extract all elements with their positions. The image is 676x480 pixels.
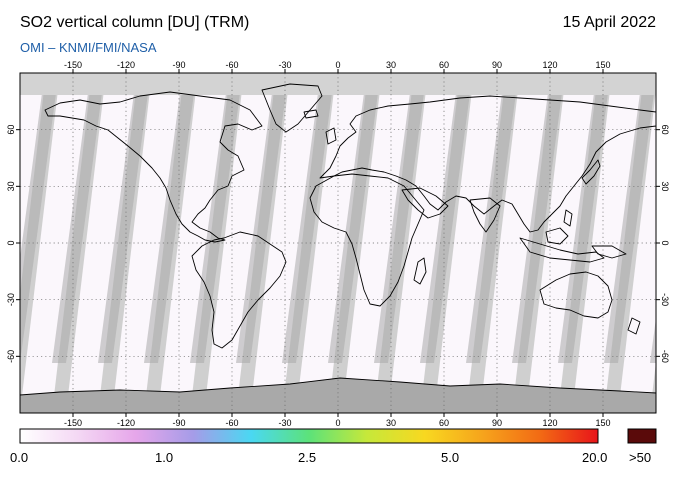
north-america-coast <box>44 91 263 243</box>
colorbar-label-1: 1.0 <box>155 450 174 465</box>
swath-band <box>112 73 184 413</box>
swath-band <box>158 73 230 413</box>
south-america-coast <box>191 231 287 349</box>
swath-gap <box>374 93 424 363</box>
swath-band <box>296 73 368 413</box>
lon-tick-label: 120 <box>542 418 557 428</box>
swath-gap <box>236 93 286 363</box>
iceland-coast <box>303 109 319 119</box>
lon-tick-label: 30 <box>386 60 396 70</box>
australia-coast <box>539 271 613 319</box>
coastlines <box>20 83 656 396</box>
swath-gap <box>604 93 654 363</box>
uk-coast <box>325 127 337 145</box>
lon-tick-label: -90 <box>172 418 185 428</box>
borneo-coast <box>545 227 569 245</box>
lat-tick-label: -30 <box>6 293 16 306</box>
swath-band <box>66 73 138 413</box>
swath-gap <box>650 318 656 363</box>
antarctica-dark <box>20 378 656 413</box>
lat-tick-label: 60 <box>6 125 16 135</box>
africa-coast <box>309 173 425 307</box>
greenland-coast <box>261 83 323 133</box>
swath-gap <box>558 93 608 363</box>
latitude-labels-left: 60 30 0 -30 -60 <box>6 125 20 363</box>
swath-gap <box>190 93 240 363</box>
india-coast <box>469 197 501 233</box>
colorbar-over-swatch <box>627 428 657 444</box>
swath-band <box>250 73 322 413</box>
lat-tick-label: -30 <box>660 293 670 306</box>
longitude-labels-top: -150 -120 -90 -60 -30 0 30 60 90 120 150 <box>64 60 611 73</box>
swath-gap <box>20 93 56 363</box>
swath-gap <box>466 93 516 363</box>
japan-coast <box>581 159 601 185</box>
colorbar-label-4: 20.0 <box>582 450 608 465</box>
lon-tick-label: 0 <box>335 418 340 428</box>
swath-gap <box>328 93 378 363</box>
madagascar-coast <box>413 257 427 285</box>
lon-tick-label: 150 <box>595 60 610 70</box>
lon-tick-label: 90 <box>492 418 502 428</box>
swath-gap <box>282 93 332 363</box>
lon-tick-label: -120 <box>117 60 135 70</box>
new-guinea-coast <box>591 245 627 259</box>
swath-gap <box>98 93 148 363</box>
lat-tick-label: 30 <box>6 181 16 191</box>
swath-band <box>20 73 92 413</box>
swath-gap <box>52 93 102 363</box>
data-credit: OMI – KNMI/FMI/NASA <box>20 40 157 55</box>
swath-band <box>618 90 656 413</box>
swath-gap <box>420 93 470 363</box>
arabia-coast <box>401 187 449 219</box>
lat-tick-label: 0 <box>660 240 670 245</box>
lon-tick-label: -60 <box>225 418 238 428</box>
lon-tick-label: -120 <box>117 418 135 428</box>
new-zealand-coast <box>627 317 641 335</box>
lon-tick-label: -30 <box>278 60 291 70</box>
colorbar-label-2: 2.5 <box>298 450 317 465</box>
lon-tick-label: -90 <box>172 60 185 70</box>
lon-tick-label: 30 <box>386 418 396 428</box>
antarctica-coast <box>20 377 656 396</box>
lon-tick-label: -60 <box>225 60 238 70</box>
lat-tick-label: -60 <box>6 350 16 363</box>
lat-tick-label: 0 <box>6 240 16 245</box>
lon-tick-label: 150 <box>595 418 610 428</box>
lon-tick-label: 60 <box>439 60 449 70</box>
lon-tick-label: 60 <box>439 418 449 428</box>
lat-tick-label: 30 <box>660 181 670 191</box>
colorbar-label-3: 5.0 <box>441 450 460 465</box>
longitude-labels-bottom: -150 -120 -90 -60 -30 0 30 60 90 120 150 <box>64 413 611 428</box>
colorbar <box>19 428 599 444</box>
swath-band <box>204 73 276 413</box>
swath-gap <box>144 93 194 363</box>
lon-tick-label: 120 <box>542 60 557 70</box>
lon-tick-label: 90 <box>492 60 502 70</box>
graticule <box>20 73 656 413</box>
map-title: SO2 vertical column [DU] (TRM) <box>20 14 250 31</box>
lon-tick-label: -150 <box>64 60 82 70</box>
colorbar-over-label: >50 <box>629 450 652 465</box>
lat-tick-label: -60 <box>660 350 670 363</box>
swath-gap <box>512 93 562 363</box>
philippines-coast <box>563 209 573 227</box>
lon-tick-label: 0 <box>335 60 340 70</box>
lon-tick-label: -30 <box>278 418 291 428</box>
map-date: 15 April 2022 <box>562 14 656 31</box>
indonesia-coast <box>519 237 605 263</box>
colorbar-label-0: 0.0 <box>10 450 29 465</box>
eurasia-coast <box>319 95 656 233</box>
lat-tick-label: 60 <box>660 125 670 135</box>
lon-tick-label: -150 <box>64 418 82 428</box>
latitude-labels-right: 60 30 0 -30 -60 <box>656 125 670 363</box>
north-polar-cap <box>20 73 656 95</box>
